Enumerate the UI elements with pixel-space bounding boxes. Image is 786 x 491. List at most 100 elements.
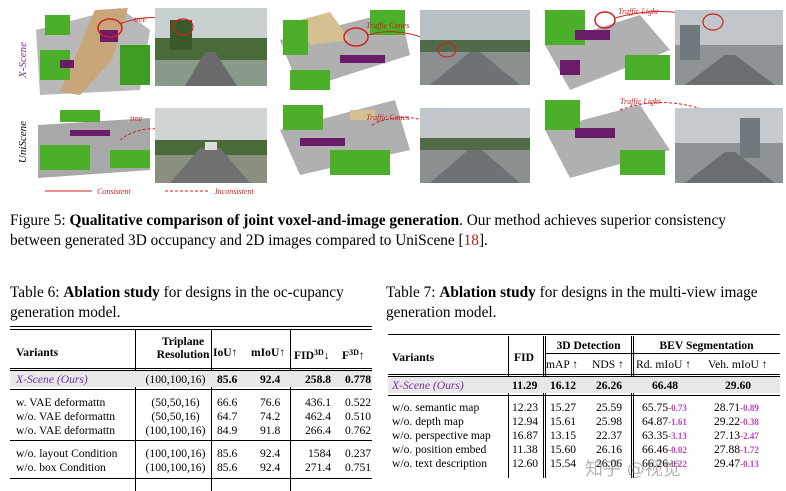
voxel-render-2a [280,10,410,90]
figure-5-ref[interactable]: 18 [463,232,479,249]
t7-header-nds: NDS ↑ [592,358,624,371]
t6-row-4-res: (100,100,16) [145,447,206,460]
t7-row-3-fid: 16.87 [512,429,539,442]
t6-row-2-miou: 74.2 [260,410,281,423]
voxel-render-1a [36,8,150,95]
t6-row-0-variant: X-Scene (Ours) [16,373,88,386]
t6-row-1-f: 0.522 [345,396,372,409]
t7-header-fid: FID [514,351,534,364]
t6-row-5-fid: 271.4 [305,461,332,474]
figure-5-bold: Qualitative comparison of joint voxel-an… [69,212,460,229]
t7-row-4-map: 15.60 [550,443,577,456]
t6-header-f: F3D↑ [342,348,365,362]
figure-5-text: . Our method achieves superior consisten… [10,212,726,249]
t7-row-5-map: 15.54 [550,457,577,470]
figure-5-caption: Figure 5: Qualitative comparison of join… [10,211,780,251]
t7-row-5-variant: w/o. text description [392,457,487,470]
table-6-label: Table 6: [10,284,60,301]
t6-row-0-res: (100,100,16) [145,373,206,386]
voxel-render-1b [36,110,151,185]
watermark: 知乎 @视觉 [585,459,681,480]
camera-image-1b [155,108,267,183]
t6-row-2-variant: w/o. VAE deformattn [16,410,116,423]
highlight-ellipse-1b [172,18,194,36]
t7-row-2-nds: 25.98 [596,415,623,428]
t7-row-3-map: 13.15 [550,429,577,442]
t6-row-1-fid: 436.1 [305,396,332,409]
t7-row-3-variant: w/o. perspective map [392,429,491,442]
t6-row-2-iou: 64.7 [217,410,238,423]
t7-row-5-fid: 12.60 [512,457,539,470]
table-7-text: for designs in the multi-view image gene… [386,284,758,321]
t7-row-0-variant: X-Scene (Ours) [392,379,464,392]
voxel-render-3b [545,100,670,178]
t7-row-2-variant: w/o. depth map [392,415,464,428]
annotation-tree-1: tree [134,15,147,24]
t6-row-0-fid: 258.8 [305,373,332,386]
t6-row-0-miou: 92.4 [260,373,281,386]
t7-row-5-rd: 66.26-0.22 [642,457,687,470]
t7-row-4-variant: w/o. position embed [392,443,487,456]
t7-header-det: 3D Detection [556,339,621,352]
highlight-ellipse-3b [702,13,724,31]
t6-row-3-res: (100,100,16) [145,424,206,437]
t6-row-1-iou: 66.6 [217,396,238,409]
t6-header-fid: FID3D↓ [294,348,330,362]
t6-header-resolution: Resolution [156,348,210,361]
camera-image-1a [155,8,267,86]
t7-row-0-fid: 11.29 [512,379,538,392]
highlight-ellipse-2a [343,27,369,47]
t7-row-2-map: 15.61 [550,415,577,428]
t6-row-2-fid: 462.4 [305,410,332,423]
t6-row-5-iou: 85.6 [217,461,238,474]
t6-row-4-f: 0.237 [345,447,372,460]
camera-image-3a [675,10,783,85]
annotation-traffic-cones-2: Traffic Cones [366,113,409,122]
t7-header-seg: BEV Segmentation [659,339,754,352]
table-6-text: for designs in the oc-cupancy generation… [10,284,344,321]
t7-row-2-fid: 12.94 [512,415,539,428]
t7-row-1-variant: w/o. semantic map [392,401,480,414]
table-6-bold: Ablation study [63,284,160,301]
highlight-ellipse-2b [437,42,457,58]
t7-row-0-veh: 29.60 [725,379,752,392]
t7-row-3-nds: 22.37 [596,429,623,442]
t7-row-0-nds: 26.26 [596,379,623,392]
t7-row-5-nds: 26.06 [596,457,623,470]
t6-header-variants: Variants [16,346,59,359]
t6-header-triplane: Triplane [161,335,205,348]
figure-5: X-Scene UniScene tree tree [17,7,783,196]
highlight-ellipse-1a [97,18,123,38]
t7-row-1-fid: 12.23 [512,401,539,414]
t7-row-5-veh: 29.47-0.13 [714,457,759,470]
camera-image-3b [675,108,783,183]
t6-row-1-variant: w. VAE deformattn [16,396,106,409]
t6-row-5-f: 0.751 [345,461,372,474]
t7-row-2-veh: 29.22-0.38 [714,415,759,428]
annotation-traffic-light-2: Traffic Light [620,97,661,106]
t7-row-0-map: 16.12 [550,379,577,392]
t6-row-4-miou: 92.4 [260,447,281,460]
t6-row-0-f: 0.778 [345,373,372,386]
t6-row-3-f: 0.762 [345,424,372,437]
figure-5-label: Figure 5: [10,212,66,229]
highlight-ellipse-3a [594,11,616,29]
legend-inconsistent: Inconsistent [214,187,254,196]
t7-row-3-rd: 63.35-3.13 [642,429,687,442]
t7-row-4-rd: 66.46-0.02 [642,443,687,456]
t6-row-2-res: (50,50,16) [151,410,200,423]
camera-image-2a [420,10,530,85]
t6-row-4-variant: w/o. layout Condition [16,447,118,460]
t7-header-rd: Rd. mIoU ↑ [636,358,692,371]
t6-row-3-variant: w/o. VAE deformattn [16,424,116,437]
t7-header-map: mAP ↑ [546,358,579,371]
t7-row-1-map: 15.27 [550,401,577,414]
figure-5-end: ]. [478,232,488,249]
t6-row-3-fid: 266.4 [305,424,332,437]
t7-row-4-veh: 27.88-1.72 [714,443,759,456]
table-7-caption: Table 7: Ablation study for designs in t… [386,283,782,323]
t6-row-4-fid: 1584 [308,447,332,460]
t6-row-1-res: (50,50,16) [151,396,200,409]
t7-header-veh: Veh. mIoU ↑ [708,358,768,371]
connector-dashed-3 [619,102,706,111]
